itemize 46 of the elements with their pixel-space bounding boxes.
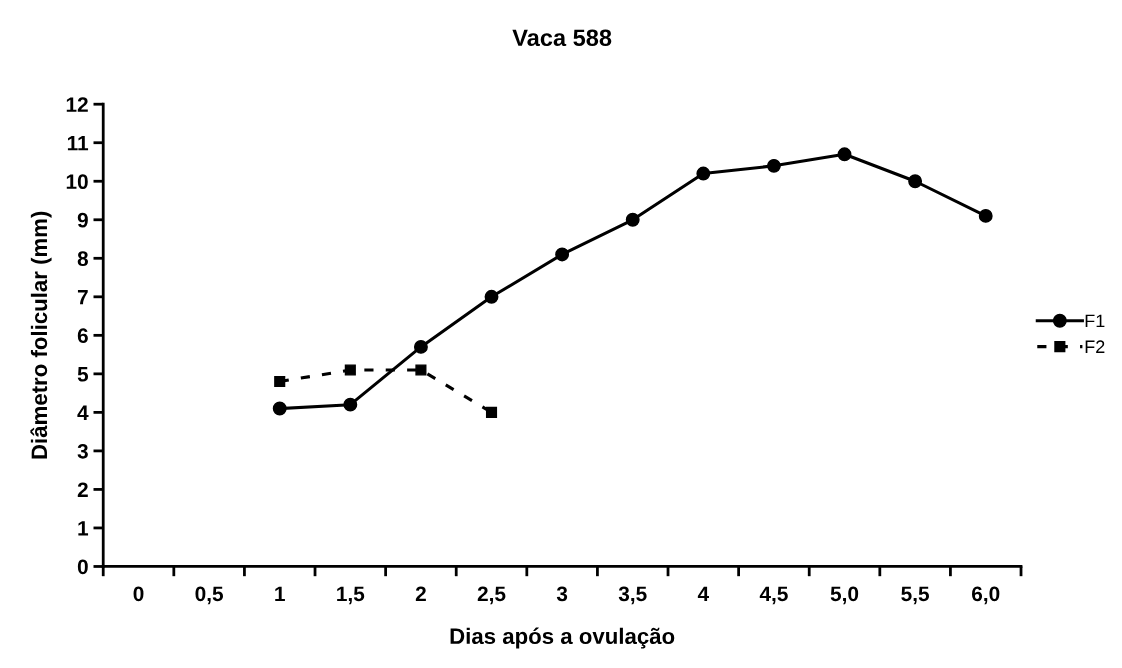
y-tick-label: 5 [77,367,89,382]
point [484,289,499,304]
point [272,401,287,416]
y-tick-label: 12 [66,97,88,112]
x-tick-label: 2 [415,586,426,602]
point [837,147,852,162]
y-tick-label: 0 [77,559,88,575]
point [343,397,358,412]
x-tick-label: 3 [556,586,568,602]
y-tick-label: 7 [77,290,88,305]
x-tick-label: 2,5 [477,586,506,605]
legend-label: F2 [1085,340,1105,353]
point [696,166,711,181]
point [274,376,286,388]
y-tick-label: 3 [77,443,88,459]
legend-label: F1 [1085,314,1105,328]
point [908,174,923,189]
point [413,339,428,354]
x-tick-label: 5,5 [901,586,930,605]
y-tick-label: 8 [77,251,88,267]
x-tick-label: 1 [275,586,285,602]
y-axis-title: Diâmetro folicular (mm) [30,211,52,459]
y-tick-label: 2 [77,482,88,497]
point [415,364,427,376]
point [978,208,993,223]
x-axis-title: Dias após a ovulação [450,627,675,649]
y-tick-label: 1 [78,521,89,536]
y-tick-label: 4 [77,405,89,420]
x-tick-label: 0,5 [195,586,224,605]
x-tick-label: 6,0 [972,586,1000,605]
x-tick-label: 0 [133,586,144,602]
y-tick-label: 11 [67,135,89,151]
y-tick-label: 10 [66,174,88,189]
point [766,158,781,173]
point [344,364,356,376]
chart-title: Vaca 588 [512,29,612,47]
y-tick-label: 9 [77,212,88,228]
point [555,247,570,262]
point [485,406,498,418]
x-tick-label: 4 [697,586,709,602]
y-tick-label: 6 [77,328,88,344]
x-tick-label: 3,5 [618,586,647,605]
x-tick-label: 5,0 [830,586,859,605]
x-tick-label: 4,5 [759,586,788,605]
point [625,212,640,227]
x-tick-label: 1,5 [337,586,365,605]
